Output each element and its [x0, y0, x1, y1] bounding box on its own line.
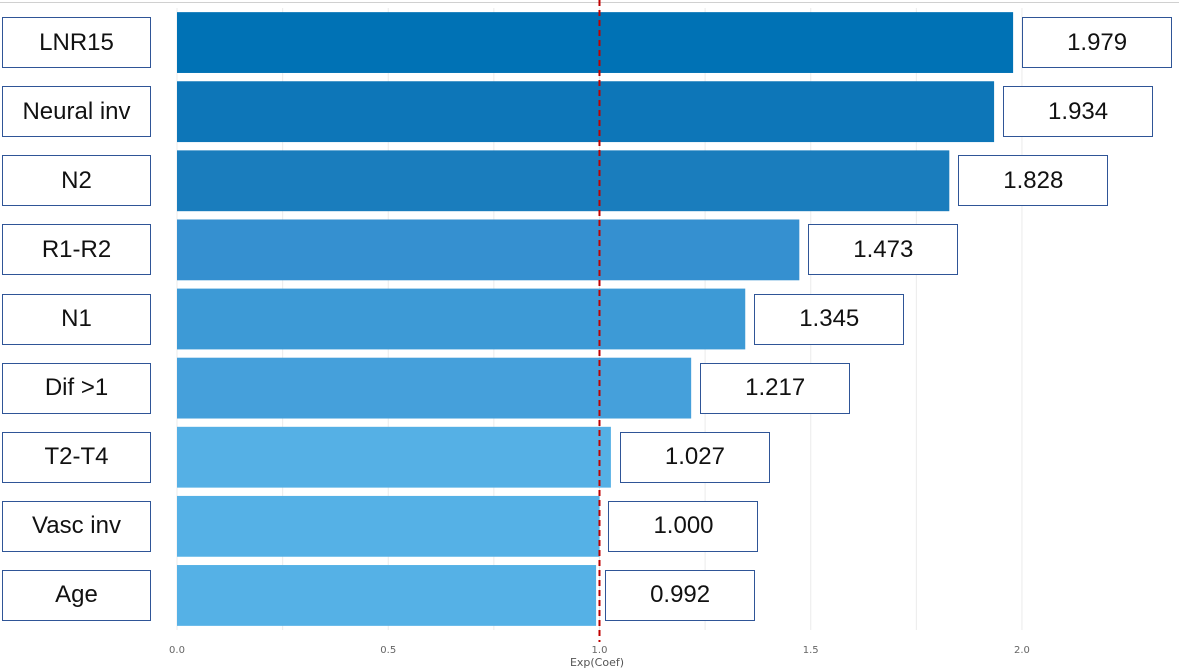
value-label: 1.000 [608, 500, 759, 552]
x-axis-ticks: 0.0 0.5 1.0 1.5 2.0 [169, 645, 1030, 656]
top-rule [0, 2, 1179, 3]
value-label: 0.992 [605, 569, 756, 621]
x-tick-label: 0.5 [380, 645, 396, 656]
value-label: 1.979 [1022, 17, 1173, 69]
bar-vasc-inv [177, 495, 600, 557]
bars [177, 12, 1014, 626]
category-label: T2-T4 [2, 431, 151, 483]
bar-neural-inv [177, 81, 995, 143]
bar-n1 [177, 288, 746, 350]
category-label: Neural inv [2, 86, 151, 138]
x-axis-title: Exp(Coef) [570, 656, 624, 669]
value-label: 1.217 [700, 362, 851, 414]
value-label: 1.473 [808, 224, 959, 276]
category-label: Age [2, 569, 151, 621]
bar-dif-1 [177, 357, 692, 419]
bar-n2 [177, 150, 950, 212]
category-label: N2 [2, 155, 151, 207]
bar-r1-r2 [177, 219, 800, 281]
x-tick-label: 0.0 [169, 645, 185, 656]
bar-age [177, 565, 597, 626]
bar-lnr15 [177, 12, 1014, 73]
category-label: LNR15 [2, 17, 151, 69]
category-label: N1 [2, 293, 151, 345]
x-tick-label: 1.0 [592, 645, 608, 656]
x-tick-label: 1.5 [803, 645, 819, 656]
category-label: Dif >1 [2, 362, 151, 414]
value-label: 1.828 [958, 155, 1109, 207]
value-label: 1.345 [754, 293, 905, 345]
category-label: R1-R2 [2, 224, 151, 276]
bar-t2-t4 [177, 426, 611, 488]
value-label: 1.027 [619, 431, 770, 483]
x-tick-label: 2.0 [1014, 645, 1030, 656]
category-label: Vasc inv [2, 500, 151, 552]
value-label: 1.934 [1003, 86, 1154, 138]
